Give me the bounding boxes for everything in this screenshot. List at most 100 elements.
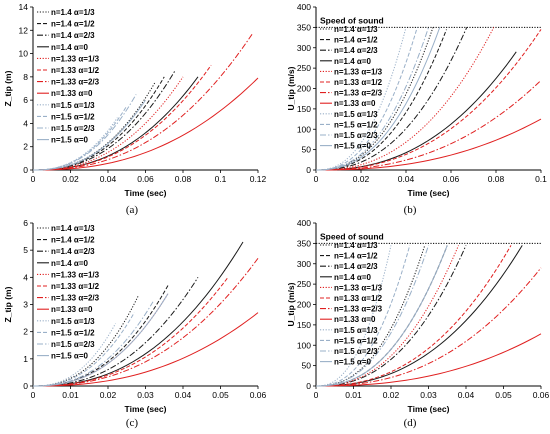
legend-label: n=1.4 α=0 bbox=[334, 273, 371, 282]
legend-label: n=1.4 α=1/3 bbox=[51, 8, 95, 17]
series-line bbox=[32, 312, 259, 387]
legend-label: n=1.33 α=2/3 bbox=[51, 294, 100, 303]
series-line bbox=[315, 118, 542, 171]
x-tick-label: 0.06 bbox=[533, 390, 550, 400]
y-tick-label: 14 bbox=[19, 2, 29, 12]
x-axis-label: Time (sec) bbox=[125, 404, 167, 414]
y-axis-label: Z_tip (m) bbox=[3, 70, 13, 106]
x-tick-label: 0.06 bbox=[137, 174, 154, 184]
y-tick-label: 3 bbox=[23, 300, 28, 310]
legend-label: n=1.4 α=2/3 bbox=[334, 262, 378, 271]
x-tick-label: 0 bbox=[31, 174, 36, 184]
series-line bbox=[315, 245, 523, 387]
series-line bbox=[315, 245, 467, 387]
y-tick-label: 400 bbox=[297, 218, 311, 228]
series-line bbox=[315, 79, 542, 171]
legend-label: n=1.33 α=0 bbox=[51, 305, 93, 314]
x-tick-label: 0.03 bbox=[420, 390, 437, 400]
x-tick-label: 0.04 bbox=[175, 390, 192, 400]
series-line bbox=[315, 245, 429, 387]
series-line bbox=[315, 245, 512, 387]
y-tick-label: 250 bbox=[297, 63, 311, 73]
y-tick-label: 5 bbox=[23, 245, 28, 255]
x-tick-label: 0.02 bbox=[353, 174, 370, 184]
series-line bbox=[315, 27, 495, 171]
y-tick-label: 400 bbox=[297, 2, 311, 12]
x-tick-label: 0 bbox=[314, 390, 319, 400]
legend-label: n=1.4 α=0 bbox=[51, 43, 88, 52]
x-tick-label: 0.04 bbox=[398, 174, 415, 184]
x-tick-label: 0.04 bbox=[100, 174, 117, 184]
legend-label: n=1.5 α=1/3 bbox=[334, 326, 378, 335]
x-tick-label: 0 bbox=[31, 390, 36, 400]
y-tick-label: 300 bbox=[297, 43, 311, 53]
y-tick-label: 200 bbox=[297, 84, 311, 94]
legend-label: n=1.5 α=1/2 bbox=[334, 336, 378, 345]
x-tick-label: 0 bbox=[314, 174, 319, 184]
y-tick-label: 2 bbox=[23, 142, 28, 152]
y-tick-label: 0 bbox=[23, 381, 28, 391]
series-line bbox=[315, 27, 441, 171]
legend-label: n=1.33 α=2/3 bbox=[51, 78, 100, 87]
x-tick-label: 0.1 bbox=[215, 174, 227, 184]
y-axis-label: U_tip (m/s) bbox=[286, 66, 296, 110]
legend-label: n=1.4 α=1/2 bbox=[51, 236, 95, 245]
x-axis-label: Time (sec) bbox=[125, 188, 167, 198]
legend-label: n=1.33 α=1/2 bbox=[334, 78, 383, 87]
y-tick-label: 6 bbox=[23, 218, 28, 228]
series-line bbox=[32, 76, 184, 171]
legend-label: n=1.5 α=1/2 bbox=[51, 328, 95, 337]
legend-label: n=1.5 α=0 bbox=[51, 352, 88, 361]
y-axis-label: Z_tip (m) bbox=[3, 286, 13, 322]
x-tick-label: 0.02 bbox=[62, 174, 79, 184]
legend-label: n=1.5 α=1/3 bbox=[51, 317, 95, 326]
legend-label: n=1.5 α=1/3 bbox=[334, 110, 378, 119]
y-axis-label: U_tip (m/s) bbox=[286, 282, 296, 326]
x-tick-label: 0.08 bbox=[175, 174, 192, 184]
chart-panel-3: 0 0.01 0.02 0.03 0.04 0.05 0.06 0 1 2 3 4 5 6 Time (se… bbox=[3, 218, 267, 429]
panel-label: (c) bbox=[126, 417, 139, 429]
y-tick-label: 250 bbox=[297, 279, 311, 289]
series-line bbox=[32, 77, 259, 171]
legend-label: n=1.4 α=1/3 bbox=[51, 224, 95, 233]
legend-label: n=1.4 α=0 bbox=[51, 259, 88, 268]
y-tick-label: 2 bbox=[23, 327, 28, 337]
legend-label: n=1.4 α=2/3 bbox=[51, 247, 95, 256]
series-line bbox=[32, 64, 212, 171]
legend-label: n=1.4 α=1/3 bbox=[334, 25, 378, 34]
legend-label: n=1.33 α=0 bbox=[51, 89, 93, 98]
legend-label: n=1.33 α=2/3 bbox=[334, 89, 383, 98]
legend-label: n=1.33 α=0 bbox=[334, 315, 376, 324]
x-tick-label: 0.08 bbox=[488, 174, 505, 184]
x-tick-label: 0.06 bbox=[443, 174, 460, 184]
legend-label: n=1.5 α=0 bbox=[51, 136, 88, 145]
legend-label: n=1.5 α=1/2 bbox=[334, 120, 378, 129]
speed-of-sound-label: Speed of sound bbox=[320, 15, 384, 25]
x-tick-label: 0.02 bbox=[100, 390, 117, 400]
y-tick-label: 150 bbox=[297, 320, 311, 330]
chart-panel-4: 0 0.01 0.02 0.03 0.04 0.05 0.06 0 50 100 150 200 250… bbox=[286, 218, 550, 429]
legend-label: n=1.4 α=1/2 bbox=[51, 20, 95, 29]
x-axis-label: Time (sec) bbox=[408, 188, 450, 198]
series-line bbox=[32, 99, 146, 171]
legend-label: n=1.5 α=2/3 bbox=[334, 347, 378, 356]
x-tick-label: 0.04 bbox=[458, 390, 475, 400]
series-line bbox=[315, 29, 542, 171]
legend-label: n=1.5 α=1/2 bbox=[51, 112, 95, 121]
y-tick-label: 0 bbox=[23, 165, 28, 175]
x-tick-label: 0.01 bbox=[62, 390, 79, 400]
legend-label: n=1.4 α=0 bbox=[334, 57, 371, 66]
legend-label: n=1.4 α=1/3 bbox=[334, 241, 378, 250]
legend-label: n=1.5 α=1/3 bbox=[51, 101, 95, 110]
series-line bbox=[315, 27, 429, 171]
legend-label: n=1.33 α=0 bbox=[334, 99, 376, 108]
legend-label: n=1.33 α=1/2 bbox=[334, 294, 383, 303]
legend-label: n=1.33 α=1/2 bbox=[51, 66, 100, 75]
x-tick-label: 0.03 bbox=[137, 390, 154, 400]
legend-label: n=1.33 α=1/3 bbox=[51, 270, 100, 279]
series-line bbox=[315, 245, 392, 387]
y-tick-label: 200 bbox=[297, 300, 311, 310]
legend-label: n=1.33 α=1/2 bbox=[51, 282, 100, 291]
legend-label: n=1.33 α=1/3 bbox=[334, 67, 383, 76]
